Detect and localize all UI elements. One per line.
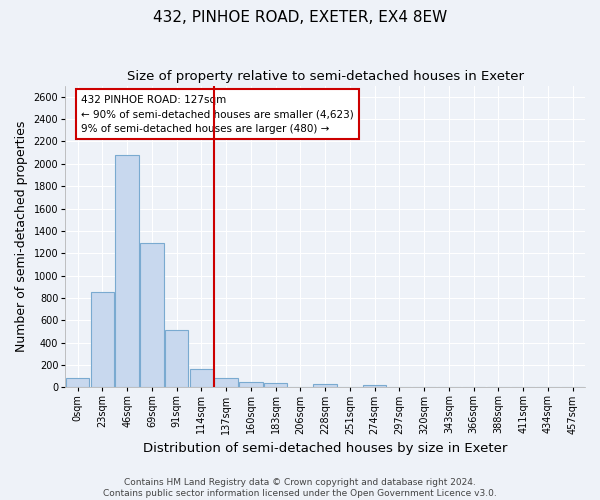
Bar (239, 382, 263, 388)
Text: 432, PINHOE ROAD, EXETER, EX4 8EW: 432, PINHOE ROAD, EXETER, EX4 8EW (153, 10, 447, 25)
Bar (363, 384, 386, 388)
Bar (313, 384, 337, 388)
Bar (165, 330, 188, 388)
Bar (214, 378, 238, 388)
Bar (91, 292, 114, 388)
Bar (66, 378, 89, 388)
Bar (140, 243, 164, 388)
Bar (264, 384, 287, 388)
Title: Size of property relative to semi-detached houses in Exeter: Size of property relative to semi-detach… (127, 70, 524, 83)
Y-axis label: Number of semi-detached properties: Number of semi-detached properties (15, 121, 28, 352)
Text: Contains HM Land Registry data © Crown copyright and database right 2024.
Contai: Contains HM Land Registry data © Crown c… (103, 478, 497, 498)
Text: 432 PINHOE ROAD: 127sqm
← 90% of semi-detached houses are smaller (4,623)
9% of : 432 PINHOE ROAD: 127sqm ← 90% of semi-de… (81, 94, 353, 134)
Bar (190, 370, 213, 388)
X-axis label: Distribution of semi-detached houses by size in Exeter: Distribution of semi-detached houses by … (143, 442, 508, 455)
Bar (115, 155, 139, 388)
